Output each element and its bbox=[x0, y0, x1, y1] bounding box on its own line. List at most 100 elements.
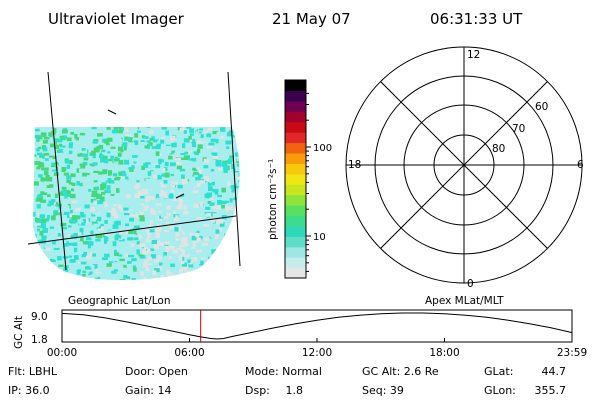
uv-pixel bbox=[139, 211, 144, 215]
uv-pixel bbox=[239, 157, 240, 161]
uv-pixel bbox=[226, 146, 230, 149]
uv-pixel bbox=[117, 204, 123, 209]
uv-pixel bbox=[159, 255, 166, 259]
uv-pixel bbox=[49, 167, 56, 170]
uv-pixel bbox=[169, 224, 174, 230]
uv-pixel bbox=[161, 161, 166, 164]
uv-pixel bbox=[223, 276, 229, 280]
uv-pixel bbox=[236, 183, 240, 188]
uv-pixel bbox=[212, 130, 219, 135]
uv-pixel bbox=[187, 141, 191, 145]
uv-pixel bbox=[133, 130, 138, 135]
uv-pixel bbox=[146, 229, 150, 235]
colorbar-cell bbox=[285, 184, 306, 196]
uv-pixel bbox=[238, 279, 240, 280]
uv-pixel bbox=[64, 162, 69, 167]
uv-pixel bbox=[223, 252, 227, 255]
uv-pixel bbox=[88, 159, 93, 163]
uv-pixel bbox=[133, 161, 137, 164]
uv-pixel bbox=[76, 181, 82, 186]
header-date: 21 May 07 bbox=[272, 10, 351, 28]
uv-pixel bbox=[93, 186, 97, 190]
uv-pixel bbox=[220, 136, 225, 139]
uv-pixel bbox=[33, 222, 36, 227]
uv-pixel bbox=[110, 185, 116, 188]
uv-pixel bbox=[63, 202, 68, 208]
uv-pixel bbox=[51, 130, 55, 135]
uv-pixel bbox=[161, 127, 167, 130]
uv-pixel bbox=[53, 204, 58, 207]
uv-pixel bbox=[132, 155, 138, 158]
uv-pixel bbox=[38, 157, 43, 161]
uv-pixel bbox=[241, 179, 245, 181]
uv-pixel bbox=[188, 261, 193, 265]
uv-pixel bbox=[241, 274, 245, 276]
uv-pixel bbox=[36, 231, 41, 235]
uv-pixel bbox=[81, 254, 87, 258]
uv-pixel bbox=[227, 127, 234, 130]
uv-pixel bbox=[49, 155, 53, 158]
uv-pixel bbox=[184, 270, 190, 274]
uv-pixel bbox=[139, 255, 146, 259]
uv-pixel bbox=[160, 272, 165, 277]
x-tick-label: 06:00 bbox=[174, 347, 204, 359]
uv-pixel bbox=[219, 268, 225, 273]
uv-pixel bbox=[79, 163, 86, 166]
uv-pixel bbox=[68, 238, 74, 243]
uv-pixel bbox=[51, 158, 57, 163]
uv-pixel bbox=[199, 201, 203, 206]
uv-pixel bbox=[188, 184, 195, 190]
uv-pixel bbox=[161, 136, 165, 139]
uv-pixel bbox=[62, 128, 68, 131]
uv-pixel bbox=[244, 238, 249, 243]
uv-pixel bbox=[145, 234, 150, 239]
uv-pixel bbox=[105, 190, 111, 194]
uv-pixel bbox=[225, 260, 231, 264]
uv-pixel bbox=[117, 251, 123, 256]
uv-pixel bbox=[50, 143, 55, 148]
uv-pixel bbox=[136, 180, 140, 183]
uv-pixel bbox=[183, 155, 190, 160]
uv-pixel bbox=[72, 215, 77, 220]
uv-pixel bbox=[129, 217, 134, 222]
uv-pixel bbox=[105, 279, 112, 280]
uv-pixel bbox=[182, 237, 188, 242]
uv-pixel bbox=[104, 158, 109, 164]
uv-pixel bbox=[192, 242, 197, 246]
uv-pixel bbox=[141, 234, 147, 238]
x-tick-label: 12:00 bbox=[302, 347, 332, 359]
uv-pixel bbox=[49, 184, 54, 188]
uv-pixel bbox=[96, 194, 102, 200]
uv-pixel bbox=[100, 184, 107, 189]
uv-pixel bbox=[177, 184, 183, 189]
uv-pixel bbox=[81, 222, 86, 226]
uv-pixel bbox=[203, 270, 207, 273]
uv-pixel bbox=[203, 238, 209, 242]
uv-pixel bbox=[40, 257, 45, 262]
uv-pixel bbox=[64, 265, 69, 269]
uv-pixel bbox=[206, 133, 212, 138]
uv-pixel bbox=[208, 128, 213, 132]
image-panel-caption: Geographic Lat/Lon bbox=[68, 295, 170, 307]
uv-pixel bbox=[175, 149, 180, 155]
uv-pixel bbox=[35, 284, 40, 289]
uv-pixel bbox=[120, 207, 125, 212]
uv-pixel bbox=[175, 174, 181, 180]
uv-pixel bbox=[93, 284, 96, 287]
uv-pixel bbox=[179, 127, 185, 132]
uv-pixel bbox=[112, 241, 117, 247]
uv-pixel bbox=[209, 181, 214, 184]
uv-pixel bbox=[71, 243, 75, 246]
uv-pixel bbox=[233, 258, 238, 262]
uv-pixel bbox=[116, 196, 122, 200]
uv-pixel bbox=[53, 247, 60, 250]
uv-pixel bbox=[231, 265, 238, 268]
uv-pixel bbox=[61, 129, 68, 134]
colorbar: 100 10 photon cm⁻²s⁻¹ bbox=[267, 79, 332, 279]
uv-pixel bbox=[187, 242, 194, 248]
uv-pixel bbox=[219, 259, 224, 264]
uv-pixel bbox=[200, 265, 207, 268]
uv-pixel bbox=[169, 221, 175, 226]
uv-pixel bbox=[203, 169, 209, 174]
uv-pixel bbox=[114, 269, 118, 272]
